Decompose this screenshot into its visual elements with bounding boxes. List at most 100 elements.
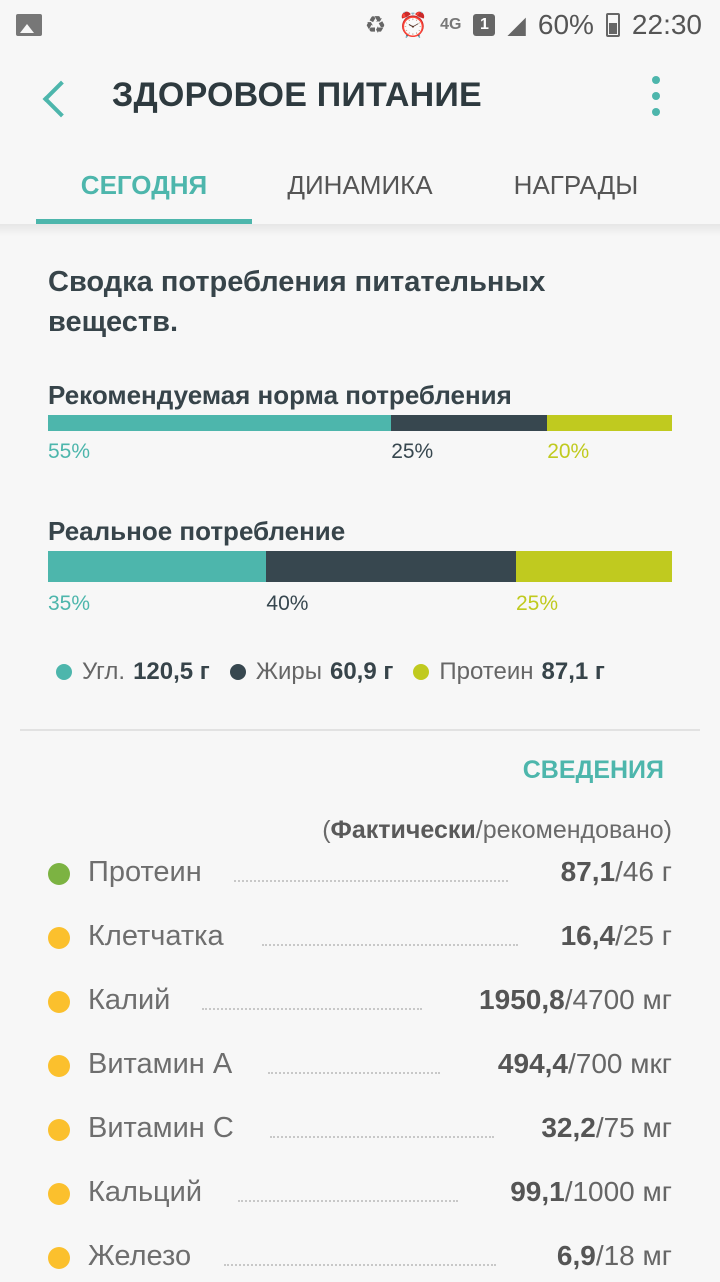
recommended-protein-segment [547, 415, 672, 431]
section-divider [20, 729, 700, 731]
recommended-fat-pct: 25% [391, 440, 434, 463]
actual-bar [48, 551, 672, 582]
sim-icon: 1 [473, 14, 496, 36]
actual-protein-segment [515, 551, 672, 582]
more-options-icon[interactable] [644, 76, 668, 116]
tabs-divider [0, 224, 720, 236]
nutrient-name: Железо [88, 1240, 192, 1272]
dotted-leader [224, 1264, 496, 1266]
column-header-recommended: /рекомендовано) [475, 816, 672, 844]
nutrient-status-dot [48, 863, 70, 885]
dotted-leader [270, 1136, 494, 1138]
nutrient-name: Протеин [88, 856, 202, 888]
details-button[interactable]: СВЕДЕНИЯ [522, 756, 664, 784]
image-icon [16, 14, 42, 36]
fat-legend-value: 60,9 г [329, 658, 394, 685]
nutrient-recommended: /46 г [615, 856, 672, 887]
nutrient-actual: 6,9 [556, 1240, 596, 1271]
fat-legend-dot [229, 664, 246, 680]
nutrient-actual: 32,2 [541, 1112, 596, 1143]
nutrient-recommended: /25 г [615, 920, 672, 951]
nutrient-name: Кальций [88, 1176, 203, 1208]
dotted-leader [262, 944, 518, 946]
dotted-leader [268, 1072, 440, 1074]
nutrient-value: 99,1/1000 мг [510, 1176, 672, 1208]
dotted-leader [202, 1008, 422, 1010]
actual-fat-segment [266, 551, 516, 582]
nutrient-row: Калий 1950,8/4700 мг [48, 978, 672, 1026]
recommended-label: Рекомендуемая норма потребления [48, 380, 512, 410]
nutrient-recommended: /700 мкг [568, 1048, 672, 1079]
signal-icon: ◢ [507, 11, 526, 39]
nutrient-row: Кальций 99,1/1000 мг [48, 1170, 672, 1218]
nutrient-recommended: /75 мг [595, 1112, 672, 1143]
nutrient-recommended: /4700 мг [564, 984, 672, 1015]
nutrient-recommended: /18 мг [595, 1240, 672, 1271]
actual-fat-pct: 40% [266, 592, 309, 615]
active-tab-indicator [36, 219, 252, 224]
actual-carbs-pct: 35% [48, 592, 91, 615]
nutrient-actual: 16,4 [560, 920, 616, 951]
recommended-protein-pct: 20% [547, 440, 590, 463]
recommended-fat-segment [391, 415, 548, 431]
protein-legend-label: Протеин [439, 658, 534, 685]
protein-legend-value: 87,1 г [541, 658, 605, 685]
nutrient-value: 6,9/18 мг [557, 1240, 672, 1272]
nutrient-actual: 1950,8 [479, 984, 565, 1015]
column-header-open: ( [322, 816, 331, 844]
nutrient-value: 494,4/700 мкг [498, 1048, 672, 1080]
nutrient-value: 16,4/25 г [561, 920, 672, 952]
tab-awards[interactable]: НАГРАДЫ [513, 169, 639, 200]
nutrient-row: Клетчатка 16,4/25 г [48, 914, 672, 962]
protein-legend-dot [413, 664, 430, 680]
alarm-icon: ⏰ [398, 11, 429, 39]
column-header: (Фактически/рекомендовано) [322, 816, 672, 845]
actual-protein-pct: 25% [516, 592, 559, 615]
nutrient-actual: 87,1 [560, 856, 616, 887]
nutrient-name: Витамин С [88, 1112, 234, 1144]
tab-bar: СЕГОДНЯ ДИНАМИКА НАГРАДЫ [36, 146, 684, 224]
nutrient-row: Протеин 87,1/46 г [48, 850, 672, 898]
nutrient-status-dot [48, 1183, 70, 1205]
macro-legend: Угл. 120,5 г Жиры 60,9 г Протеин 87,1 г [56, 658, 605, 686]
carbs-legend-value: 120,5 г [133, 658, 210, 685]
app-bar: ЗДОРОВОЕ ПИТАНИЕ [0, 50, 720, 146]
dotted-leader [238, 1200, 458, 1202]
nutrient-value: 87,1/46 г [561, 856, 672, 888]
recycle-icon: ♻ [364, 11, 387, 39]
column-header-actual: Фактически [330, 816, 476, 844]
nutrient-status-dot [48, 1247, 70, 1269]
fat-legend-label: Жиры [255, 658, 322, 685]
nutrient-status-dot [48, 1055, 70, 1077]
summary-title: Сводка потребления питательных веществ. [48, 266, 546, 338]
actual-carbs-segment [48, 551, 267, 582]
carbs-legend-label: Угл. [82, 658, 126, 685]
clock: 22:30 [631, 9, 702, 40]
network-type: 4G [440, 16, 462, 33]
nutrient-status-dot [48, 927, 70, 949]
nutrient-value: 1950,8/4700 мг [479, 984, 672, 1016]
nutrient-name: Витамин А [88, 1048, 233, 1080]
nutrient-status-dot [48, 991, 70, 1013]
nutrient-value: 32,2/75 мг [541, 1112, 672, 1144]
recommended-carbs-pct: 55% [48, 440, 91, 463]
tab-dynamics[interactable]: ДИНАМИКА [287, 169, 433, 200]
back-arrow-icon[interactable] [38, 76, 78, 120]
nutrient-name: Калий [88, 984, 171, 1016]
nutrient-actual: 99,1 [510, 1176, 565, 1207]
nutrient-row: Железо 6,9/18 мг [48, 1234, 672, 1282]
dotted-leader [234, 880, 508, 882]
recommended-bar [48, 415, 672, 431]
nutrient-row: Витамин А 494,4/700 мкг [48, 1042, 672, 1090]
carbs-legend-dot [56, 664, 72, 680]
nutrient-actual: 494,4 [497, 1048, 568, 1079]
nutrient-name: Клетчатка [88, 920, 224, 952]
recommended-carbs-segment [48, 415, 392, 431]
nutrient-status-dot [48, 1119, 70, 1141]
nutrient-row: Витамин С 32,2/75 мг [48, 1106, 672, 1154]
page-title: ЗДОРОВОЕ ПИТАНИЕ [112, 76, 482, 114]
nutrient-recommended: /1000 мг [564, 1176, 672, 1207]
tab-today[interactable]: СЕГОДНЯ [80, 169, 208, 200]
actual-label: Реальное потребление [48, 516, 346, 546]
status-bar: ♻ ⏰ 4G 1 ◢ 60% 22:30 [0, 0, 720, 50]
